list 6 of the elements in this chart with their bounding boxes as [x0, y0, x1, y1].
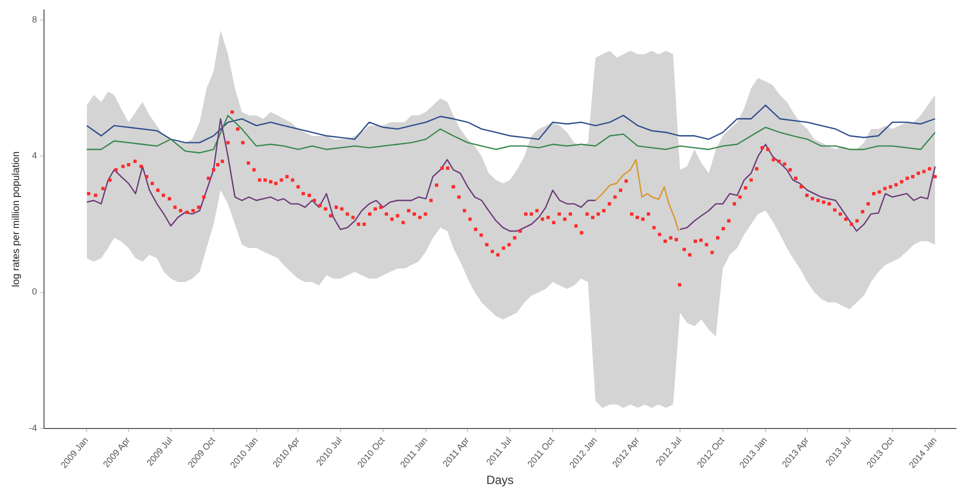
y-tick-label: -4	[28, 422, 37, 433]
y-tick-label: 4	[32, 150, 37, 161]
x-axis-title: Days	[486, 473, 514, 488]
y-tick-label: 0	[32, 286, 37, 297]
y-axis-title: log rates per million population	[10, 151, 22, 287]
y-tick-label: 8	[32, 14, 37, 25]
